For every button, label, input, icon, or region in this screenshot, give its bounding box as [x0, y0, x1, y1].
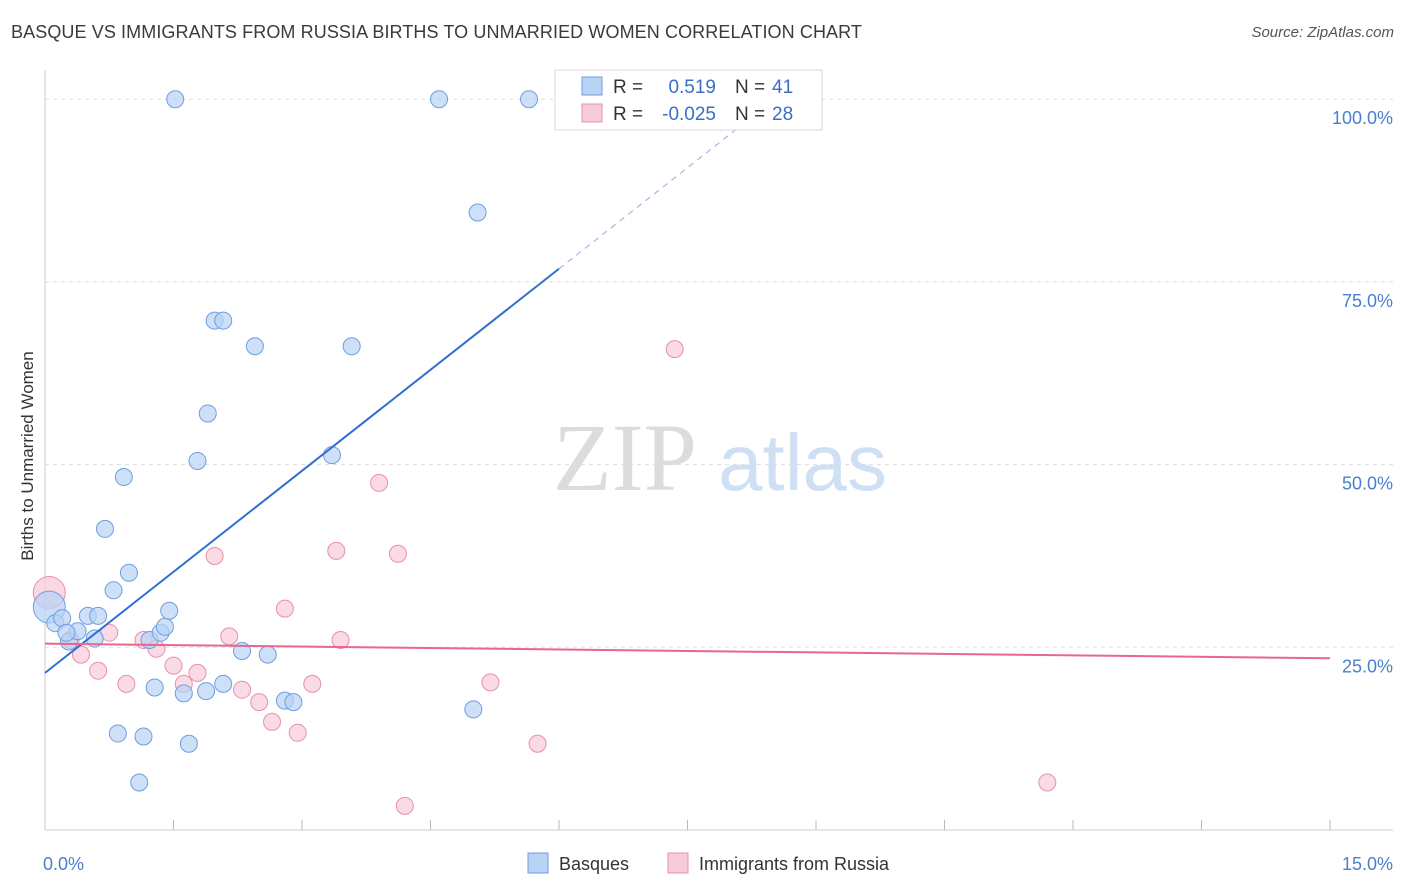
y-tick-label: 75.0% [1342, 291, 1393, 311]
basque-point [104, 581, 123, 600]
basque-trendline-extension [558, 113, 757, 270]
basque-point [160, 601, 179, 620]
basque-point [119, 563, 138, 582]
russia-point [1038, 773, 1057, 792]
russia-point [303, 674, 322, 693]
stats-r-value-russia: -0.025 [662, 104, 716, 125]
russia-point [89, 661, 108, 680]
russia-point [288, 723, 307, 742]
y-tick-label: 100.0% [1332, 108, 1393, 128]
y-tick-labels: 25.0% 50.0% 75.0% 100.0% [1332, 108, 1393, 676]
grid-lines [45, 98, 1393, 648]
basque-point [214, 311, 233, 330]
russia-point [250, 693, 269, 712]
russia-point [205, 546, 224, 565]
russia-point [275, 599, 294, 618]
stats-swatch-basque [581, 76, 603, 96]
russia-trendline [44, 642, 1331, 660]
stats-n-value-basque: 41 [772, 77, 793, 98]
russia-point [188, 663, 207, 682]
basque-point [258, 645, 277, 664]
basque-point [85, 629, 104, 648]
russia-point [370, 473, 389, 492]
basque-point [134, 727, 153, 746]
russia-point [481, 673, 500, 692]
stats-r-value-basque: 0.519 [668, 77, 716, 98]
stats-r-label-basque: R = [613, 77, 643, 98]
basque-point [198, 404, 217, 423]
x-tick-label-max: 15.0% [1342, 854, 1393, 874]
russia-point [263, 712, 282, 731]
russia-point [331, 631, 350, 649]
basque-point [464, 700, 483, 719]
bottom-legend: Basques Immigrants from Russia [527, 852, 890, 874]
basque-point [174, 684, 193, 703]
stats-n-label-basque: N = [735, 77, 765, 98]
russia-point [233, 680, 252, 699]
legend-label-russia: Immigrants from Russia [699, 854, 890, 874]
russia-point [528, 734, 547, 753]
y-tick-label: 25.0% [1342, 656, 1393, 676]
russia-point [220, 627, 239, 646]
axes [44, 70, 1393, 831]
stats-n-label-russia: N = [735, 104, 765, 125]
stats-r-label-russia: R = [613, 104, 643, 125]
basque-point [108, 724, 127, 743]
basque-point [95, 519, 114, 538]
russia-point [665, 340, 684, 359]
source-label: Source: ZipAtlas.com [1251, 24, 1394, 41]
x-tick-label-min: 0.0% [43, 854, 84, 874]
basque-point [179, 734, 198, 753]
stats-n-value-russia: 28 [772, 104, 793, 125]
basque-point [214, 674, 233, 693]
watermark-zip: ZIP [553, 404, 697, 511]
y-tick-label: 50.0% [1342, 474, 1393, 494]
basque-point [89, 606, 108, 625]
y-axis-label: Births to Unmarried Women [18, 351, 37, 560]
basque-point [145, 678, 164, 697]
basque-point [430, 90, 449, 109]
basque-point [284, 693, 303, 712]
basque-points [32, 90, 539, 792]
legend-label-basque: Basques [559, 854, 629, 874]
russia-point [164, 656, 183, 675]
basque-point [130, 773, 149, 792]
trendlines [44, 113, 1331, 674]
legend-swatch-basque [527, 852, 549, 874]
basque-point [57, 623, 76, 642]
stats-swatch-russia [581, 103, 603, 123]
russia-point [388, 544, 407, 563]
basque-point [166, 90, 185, 109]
basque-point [520, 90, 539, 109]
basque-point [197, 682, 216, 701]
basque-point [245, 337, 264, 356]
russia-point [327, 541, 346, 560]
russia-point [71, 645, 90, 664]
basque-point [322, 446, 341, 465]
watermark-atlas: atlas [718, 418, 887, 507]
basque-point [342, 337, 361, 356]
legend-swatch-russia [667, 852, 689, 874]
basque-trendline [44, 267, 560, 674]
stats-legend: R = 0.519 N = 41 R = -0.025 N = 28 [554, 69, 823, 131]
russia-point [117, 674, 136, 693]
basque-point [468, 203, 487, 222]
basque-point [114, 468, 133, 487]
basque-point [155, 617, 174, 636]
russia-point [395, 796, 414, 815]
basque-point [188, 451, 207, 470]
chart-title: BASQUE VS IMMIGRANTS FROM RUSSIA BIRTHS … [11, 22, 863, 42]
